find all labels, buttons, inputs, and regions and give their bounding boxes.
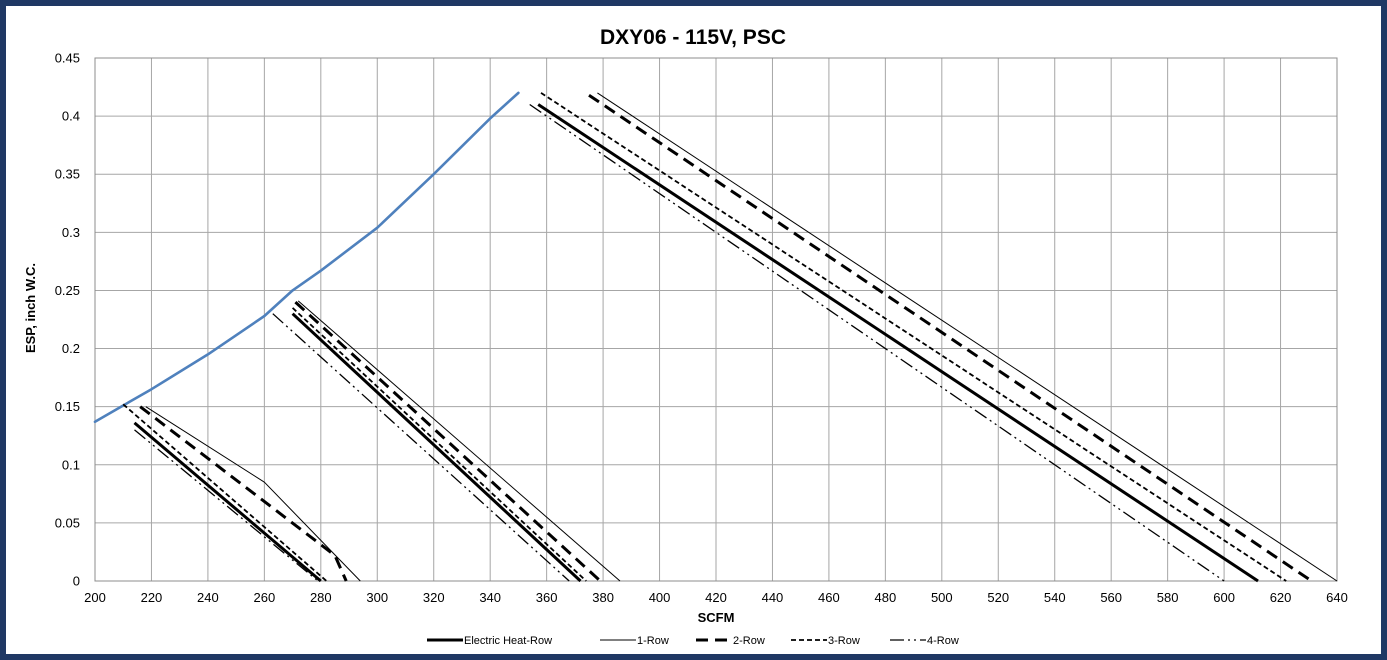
y-tick-label: 0.4 <box>62 109 80 124</box>
series-4-row-line-2 <box>272 313 570 582</box>
series-4-row-line-3 <box>529 103 1225 582</box>
y-tick-labels: 0 0.05 0.1 0.15 0.2 0.25 0.3 0.35 0.4 0.45 <box>55 51 80 589</box>
x-tick-label: 300 <box>366 590 388 605</box>
grid-lines <box>94 57 1338 582</box>
x-tick-label: 600 <box>1213 590 1235 605</box>
x-tick-label: 360 <box>536 590 558 605</box>
x-tick-label: 500 <box>931 590 953 605</box>
series-1-row-line-1 <box>145 406 361 582</box>
y-tick-label: 0.35 <box>55 167 80 182</box>
y-tick-label: 0.1 <box>62 457 80 472</box>
x-tick-label: 240 <box>197 590 219 605</box>
x-tick-label: 260 <box>254 590 276 605</box>
y-tick-label: 0.45 <box>55 51 80 66</box>
limit-curve <box>93 91 520 424</box>
x-tick-label: 480 <box>875 590 897 605</box>
legend-label-1-row: 1-Row <box>637 635 669 647</box>
x-tick-label: 580 <box>1157 590 1179 605</box>
series-electric-heat-row-line-3 <box>537 103 1259 583</box>
x-tick-label: 280 <box>310 590 332 605</box>
legend: Electric Heat-Row 1-Row 2-Row 3-Row 4-Row <box>427 635 959 647</box>
plot-area-border <box>94 57 1338 582</box>
series-1-row-line-3 <box>597 92 1338 582</box>
y-tick-label: 0.05 <box>55 515 80 530</box>
x-tick-label: 440 <box>762 590 784 605</box>
x-tick-label: 200 <box>84 590 106 605</box>
x-tick-label: 400 <box>649 590 671 605</box>
series-3-row-line-1 <box>122 403 328 582</box>
x-tick-label: 560 <box>1100 590 1122 605</box>
y-tick-label: 0.2 <box>62 341 80 356</box>
series-2-row-line-2 <box>294 300 602 583</box>
x-tick-label: 640 <box>1326 590 1348 605</box>
x-tick-label: 340 <box>479 590 501 605</box>
y-axis-title: ESP, inch W.C. <box>23 263 38 353</box>
series-4-row-line-1 <box>134 429 319 582</box>
x-tick-label: 380 <box>592 590 614 605</box>
y-tick-label: 0.3 <box>62 225 80 240</box>
x-tick-label: 220 <box>141 590 163 605</box>
chart-title: DXY06 - 115V, PSC <box>600 26 786 49</box>
y-tick-label: 0.25 <box>55 283 80 298</box>
series-layer <box>93 91 1338 583</box>
y-tick-label: 0.15 <box>55 399 80 414</box>
series-electric-heat-row-line-2 <box>291 312 582 583</box>
series-2-row-line-3 <box>588 93 1313 583</box>
x-tick-label: 620 <box>1270 590 1292 605</box>
series-2-row-line-1 <box>139 405 348 582</box>
x-axis-title: SCFM <box>698 610 735 625</box>
x-tick-label: 320 <box>423 590 445 605</box>
x-tick-labels: 200 220 240 260 280 300 320 340 360 380 400 420 440 4… <box>84 590 1348 605</box>
legend-label-2-row: 2-Row <box>733 635 765 647</box>
series-3-row-line-3 <box>540 92 1287 582</box>
legend-label-electric-heat-row: Electric Heat-Row <box>464 635 552 647</box>
x-tick-label: 540 <box>1044 590 1066 605</box>
series-1-row-line-2 <box>297 300 621 582</box>
legend-label-4-row: 4-Row <box>927 635 959 647</box>
x-tick-label: 520 <box>987 590 1009 605</box>
legend-label-3-row: 3-Row <box>828 635 860 647</box>
series-electric-heat-row-line-1 <box>133 421 322 583</box>
x-tick-label: 460 <box>818 590 840 605</box>
y-tick-label: 0 <box>73 574 80 589</box>
x-tick-label: 420 <box>705 590 727 605</box>
series-3-row-line-2 <box>291 307 587 582</box>
